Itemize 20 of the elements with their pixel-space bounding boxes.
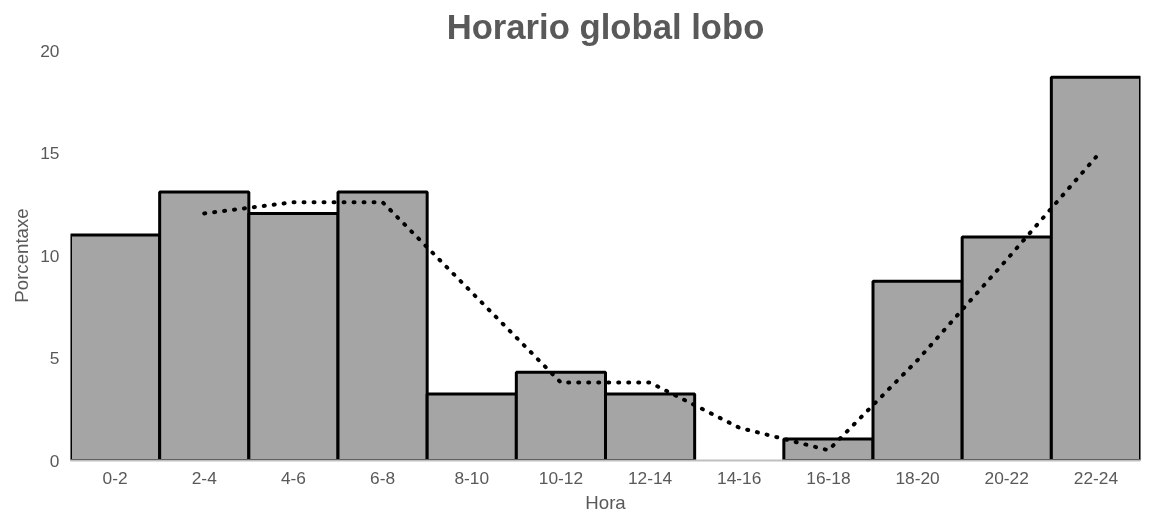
x-tick-label: 6-8 — [370, 467, 396, 488]
x-axis-title: Hora — [585, 491, 627, 513]
x-tick-label: 20-22 — [984, 467, 1029, 488]
x-tick-label: 12-14 — [627, 467, 673, 488]
chart-title: Horario global lobo — [446, 7, 765, 46]
x-tick-label: 18-20 — [895, 467, 940, 488]
y-tick-label: 0 — [49, 450, 60, 471]
x-tick-label: 2-4 — [191, 467, 218, 488]
x-tick-label: 10-12 — [538, 467, 584, 488]
y-tick-label: 5 — [49, 348, 60, 368]
x-tick-label: 22-24 — [1073, 467, 1119, 488]
x-tick-label: 8-10 — [454, 467, 490, 488]
y-tick-label: 10 — [40, 245, 60, 266]
y-axis-title: Porcentaxe — [11, 208, 33, 303]
x-tick-label: 0-2 — [102, 467, 128, 488]
y-tick-label: 15 — [40, 143, 60, 163]
x-tick-label: 16-18 — [806, 467, 851, 488]
x-tick-label: 4-6 — [280, 467, 306, 488]
x-tick-label: 14-16 — [717, 467, 762, 488]
y-tick-label: 20 — [40, 40, 60, 61]
